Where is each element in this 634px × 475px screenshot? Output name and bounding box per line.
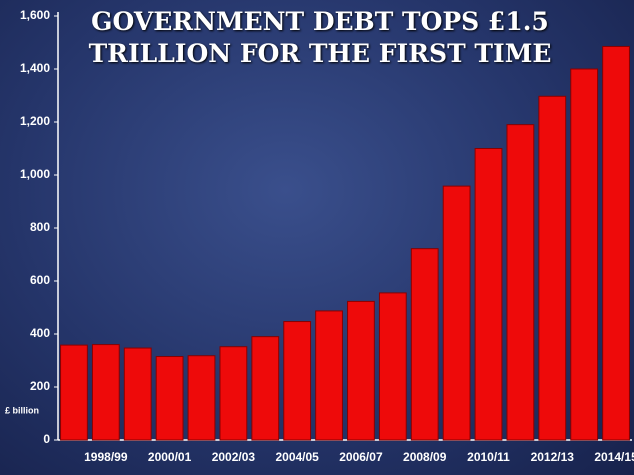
y-tick-label: 0: [43, 432, 50, 446]
bar: [506, 124, 535, 441]
bar: [123, 347, 152, 441]
bar: [570, 68, 599, 441]
bar: [155, 356, 184, 441]
bar: [602, 45, 630, 441]
x-tick-label: 1998/99: [84, 450, 128, 464]
chart-title: GOVERNMENT DEBT TOPS £1.5 TRILLION FOR T…: [88, 7, 552, 68]
bar: [219, 346, 248, 441]
y-tick-label: 1,000: [20, 167, 50, 181]
bar: [347, 300, 375, 441]
y-tick-label: 1,600: [20, 8, 50, 22]
y-tick-label: 1,400: [20, 61, 50, 75]
x-tick-label: 2008/09: [403, 450, 447, 464]
bar: [315, 310, 343, 441]
bar: [283, 321, 312, 441]
y-tick-label: 1,200: [20, 114, 50, 128]
x-tick-label: 2010/11: [467, 450, 510, 464]
bar: [538, 95, 567, 441]
bar: [187, 355, 216, 441]
bar: [474, 148, 503, 441]
x-tick-label: 2006/07: [339, 450, 383, 464]
y-tick-label: 600: [30, 273, 50, 287]
bar: [251, 336, 280, 441]
y-tick-label: 200: [30, 379, 50, 393]
bar: [60, 344, 88, 441]
y-axis-label: £ billion: [5, 405, 39, 415]
bar: [91, 344, 120, 441]
x-tick-label: 2000/01: [148, 450, 192, 464]
bar: [378, 292, 407, 441]
x-tick-label: 2014/15: [594, 450, 634, 464]
y-tick-label: 800: [30, 220, 50, 234]
bar: [410, 248, 439, 441]
x-tick-label: 2012/13: [531, 450, 575, 464]
y-tick-label: 400: [30, 326, 50, 340]
x-tick-label: 2004/05: [275, 450, 319, 464]
bar: [442, 185, 471, 441]
x-tick-label: 2002/03: [212, 450, 256, 464]
